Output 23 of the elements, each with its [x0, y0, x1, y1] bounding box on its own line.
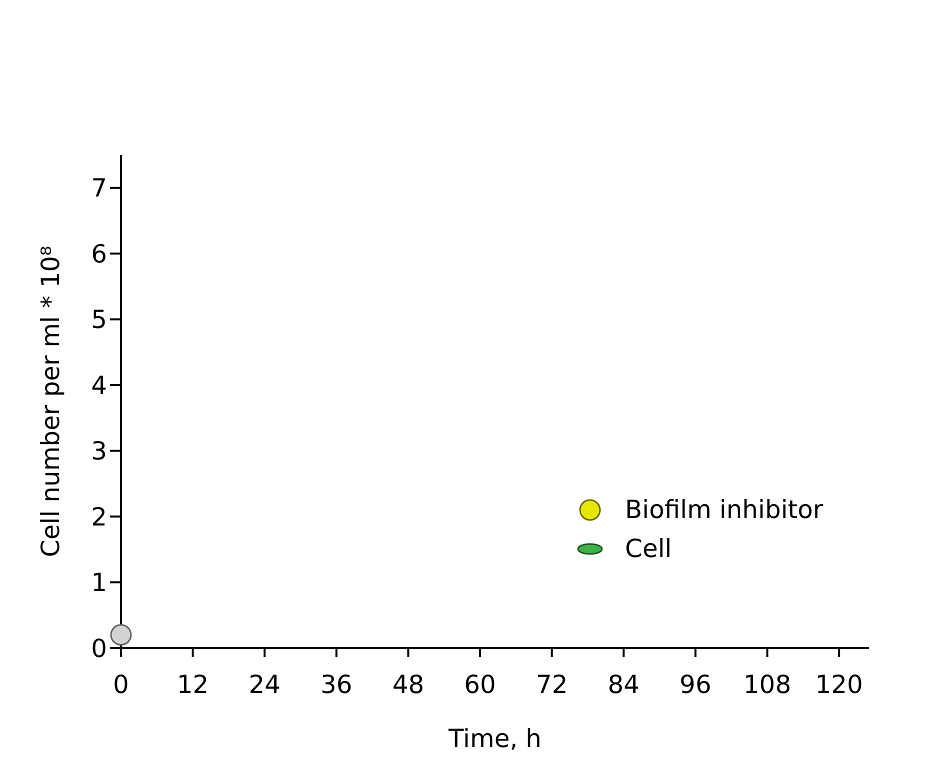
x-tick-label: 0	[113, 670, 129, 699]
y-tick-label: 2	[91, 502, 107, 532]
x-tick-label: 84	[608, 670, 640, 699]
x-tick-label: 48	[392, 670, 424, 699]
x-tick-label: 36	[320, 670, 352, 699]
x-tick-label: 12	[176, 670, 209, 699]
y-tick-label: 0	[91, 634, 107, 663]
y-tick-label: 1	[91, 568, 107, 598]
x-tick-label: 60	[464, 670, 496, 699]
y-tick-label: 3	[91, 436, 107, 466]
x-tick-label: 108	[743, 670, 792, 699]
y-tick-label: 7	[91, 174, 107, 203]
y-tick-label: 5	[91, 305, 107, 334]
x-axis-title: Time, h	[448, 724, 542, 753]
y-tick-label: 4	[91, 370, 107, 400]
y-axis-title: Cell number per ml * 10⁸	[36, 246, 64, 558]
y-tick-label: 6	[91, 239, 107, 268]
x-tick-label: 24	[248, 670, 281, 699]
legend-label: Cell	[625, 534, 672, 563]
x-tick-label: 96	[680, 670, 712, 699]
x-tick-label: 120	[815, 670, 863, 699]
x-tick-label: 72	[536, 670, 568, 699]
legend-label: Biofilm inhibitor	[625, 495, 824, 524]
